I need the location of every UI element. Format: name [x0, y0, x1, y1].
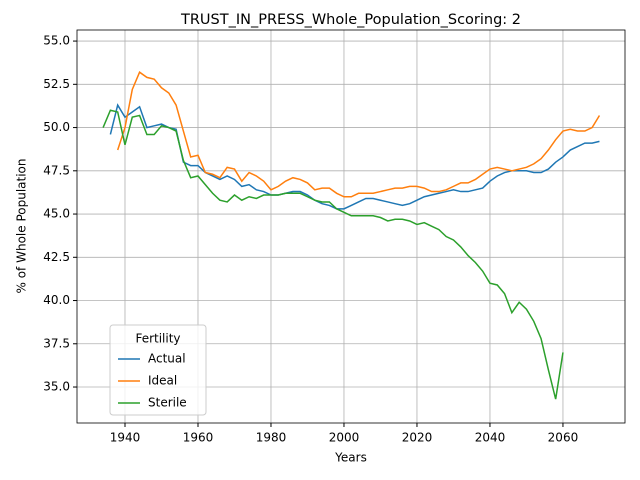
legend-label: Actual: [148, 352, 186, 366]
y-tick-label: 40.0: [43, 293, 70, 307]
chart-title: TRUST_IN_PRESS_Whole_Population_Scoring:…: [180, 12, 521, 28]
x-tick-label: 1960: [183, 431, 214, 445]
x-tick-label: 1940: [110, 431, 141, 445]
legend-label: Sterile: [148, 396, 187, 410]
x-tick-label: 2060: [548, 431, 579, 445]
x-tick-label: 2040: [475, 431, 506, 445]
x-tick-label: 2020: [402, 431, 433, 445]
y-tick-label: 42.5: [43, 250, 70, 264]
y-tick-label: 55.0: [43, 34, 70, 48]
y-axis-label: % of Whole Population: [15, 159, 29, 294]
legend-box: [109, 324, 207, 416]
y-tick-label: 47.5: [43, 163, 70, 177]
y-tick-label: 50.0: [43, 120, 70, 134]
y-tick-label: 45.0: [43, 207, 70, 221]
line-series: [116, 71, 601, 198]
legend-label: Ideal: [148, 374, 177, 388]
plot-frame: [76, 29, 626, 424]
x-tick-label: 1980: [256, 431, 287, 445]
y-tick-label: 37.5: [43, 336, 70, 350]
y-tick-label: 52.5: [43, 77, 70, 91]
x-tick-label: 2000: [329, 431, 360, 445]
y-tick-label: 35.0: [43, 380, 70, 394]
legend-title: Fertility: [135, 332, 180, 346]
x-axis-label: Years: [334, 451, 367, 465]
line-series: [109, 103, 600, 210]
line-series: [102, 109, 564, 400]
